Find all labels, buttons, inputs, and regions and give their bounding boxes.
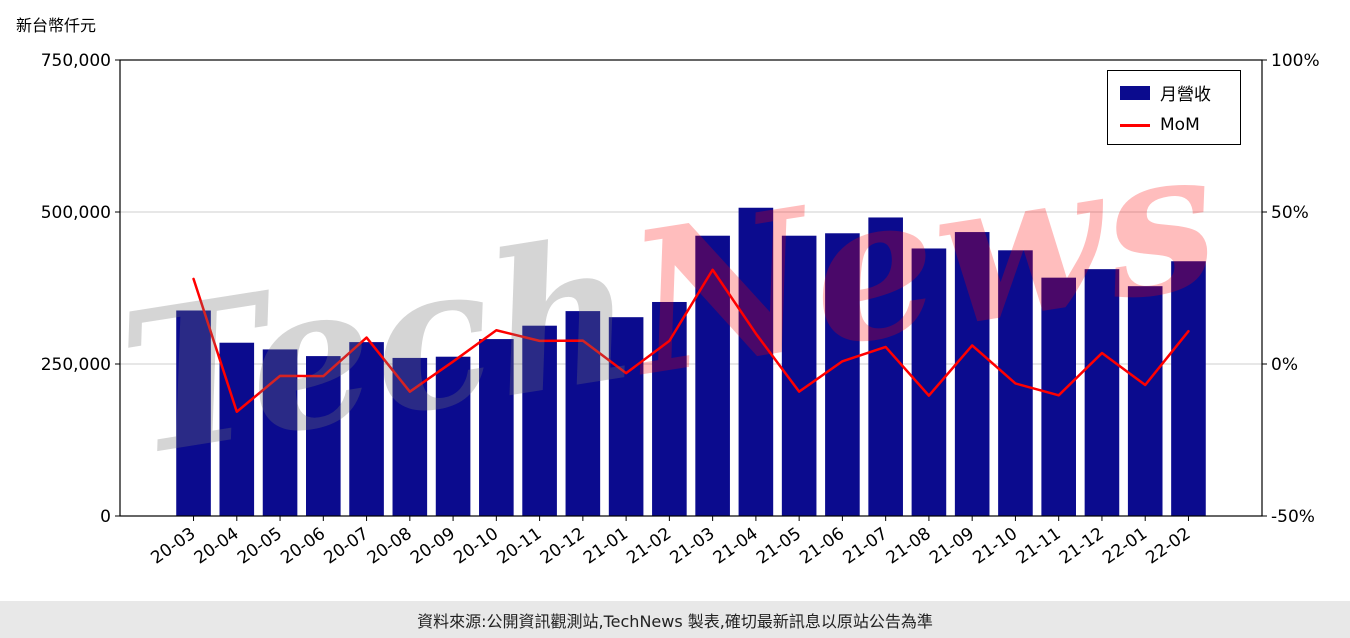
revenue-bar-21-07: [868, 217, 903, 517]
x-tick-label-21-06: 21-06: [796, 524, 848, 569]
x-tick-label-20-07: 20-07: [320, 524, 372, 569]
revenue-bar-21-04: [738, 207, 774, 516]
x-tick-label-21-11: 21-11: [1013, 524, 1065, 569]
revenue-bar-21-09: [954, 232, 990, 516]
legend-label-revenue: 月營收: [1160, 85, 1211, 105]
left-tick-label: 500,000: [41, 203, 111, 223]
revenue-bar-20-07: [349, 342, 384, 516]
revenue-bar-20-06: [306, 356, 341, 516]
mom-line: [192, 268, 1190, 413]
revenue-bar-20-11: [522, 325, 557, 516]
x-tick-label-21-01: 21-01: [580, 524, 632, 569]
x-tick-label-22-01: 22-01: [1099, 524, 1151, 569]
revenue-bar-22-02: [1171, 261, 1206, 516]
source-footer: 資料來源:公開資訊觀測站,TechNews 製表,確切最新訊息以原站公告為準: [0, 601, 1350, 638]
revenue-bar-21-06: [825, 233, 860, 516]
chart-canvas: 0 250,000 500,000 750,000 -50% 0% 50% 100% 20-03…: [41, 51, 1320, 569]
mom-line-swatch: [1120, 123, 1150, 127]
chart-legend: 月營收 MoM: [1107, 70, 1241, 145]
right-tick-label: 0%: [1271, 355, 1298, 375]
x-tick-label-20-04: 20-04: [191, 524, 243, 569]
x-tick-label-21-02: 21-02: [623, 524, 675, 569]
revenue-bar-21-03: [695, 235, 730, 516]
x-tick-label-21-07: 21-07: [840, 524, 892, 569]
x-tick-label-20-12: 20-12: [537, 524, 589, 569]
x-tick-label-22-02: 22-02: [1142, 524, 1194, 569]
revenue-bar-21-02: [652, 301, 687, 516]
source-footer-text: 資料來源:公開資訊觀測站,TechNews 製表,確切最新訊息以原站公告為準: [417, 611, 933, 631]
x-tick-label-21-05: 21-05: [753, 524, 805, 569]
revenue-bar-20-03: [176, 310, 211, 516]
right-tick-label: 50%: [1271, 203, 1309, 223]
revenue-bar-20-12: [565, 311, 601, 516]
x-tick-label-21-09: 21-09: [926, 524, 978, 569]
revenue-bar-20-04: [219, 342, 255, 516]
legend-label-mom: MoM: [1160, 115, 1200, 135]
left-tick-label: 750,000: [41, 51, 111, 71]
legend-item-mom: MoM: [1120, 115, 1228, 135]
revenue-bar-21-11: [1041, 277, 1076, 516]
x-tick-label-21-08: 21-08: [883, 524, 935, 569]
x-tick-label-20-06: 20-06: [277, 524, 329, 569]
plot-border: [119, 59, 1263, 517]
revenue-bar-22-01: [1127, 286, 1163, 516]
revenue-mom-chart: 新台幣仟元 0 250,000 500,000 750,000 -50% 0% 50% 100…: [16, 16, 1320, 569]
revenue-bar-21-01: [608, 317, 644, 516]
legend-item-revenue: 月營收: [1120, 80, 1228, 105]
revenue-bar-20-10: [479, 339, 514, 516]
revenue-bar-swatch: [1120, 85, 1150, 100]
right-tick-label: 100%: [1271, 51, 1320, 71]
revenue-bar-20-05: [262, 349, 298, 516]
revenue-bar-20-08: [392, 357, 428, 516]
x-tick-label-21-10: 21-10: [969, 524, 1021, 569]
revenue-bar-20-09: [435, 356, 471, 516]
left-tick-label: 250,000: [41, 355, 111, 375]
left-axis-title: 新台幣仟元: [16, 16, 97, 35]
x-tick-label-20-03: 20-03: [147, 524, 199, 569]
x-tick-label-21-04: 21-04: [710, 524, 762, 569]
x-tick-label-20-08: 20-08: [364, 524, 416, 569]
x-tick-label-21-12: 21-12: [1056, 524, 1108, 569]
x-tick-label-20-09: 20-09: [407, 524, 459, 569]
x-tick-label-20-11: 20-11: [494, 524, 546, 569]
x-tick-label-20-05: 20-05: [234, 524, 286, 569]
x-tick-label-21-03: 21-03: [667, 524, 719, 569]
x-tick-label-20-10: 20-10: [450, 524, 502, 569]
right-tick-label: -50%: [1271, 507, 1315, 527]
revenue-bar-21-12: [1084, 269, 1120, 516]
left-tick-label: 0: [100, 507, 111, 527]
